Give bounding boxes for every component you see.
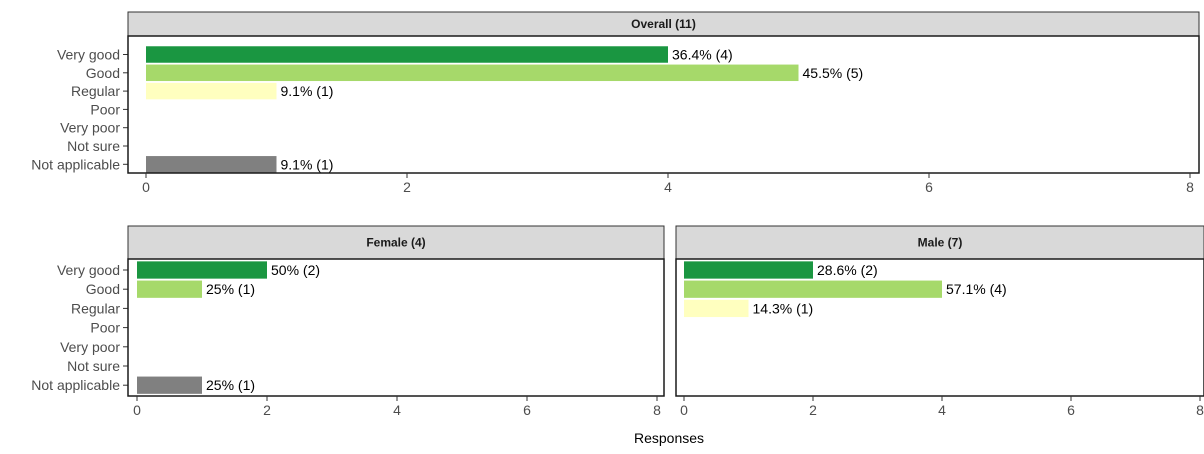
x-tick-label: 0 [680,402,688,418]
panel-strip [675,225,1204,260]
bar-regular [684,299,749,318]
x-axis-title: Responses [634,430,704,446]
x-tick-label: 8 [1196,402,1204,418]
x-tick-label: 0 [133,402,141,418]
bar-good [684,280,942,298]
panel-title: Overall (11) [631,17,696,31]
bar-very-good [684,261,813,279]
data-label: 14.3% (1) [753,300,814,316]
data-label: 28.6% (2) [817,262,878,278]
chart-panel-2: Male (7) 28.6% (2) 57.1% (4) 14.3% (1) 0 2 4 6 8 [675,225,1204,418]
panel-border [127,35,1200,174]
x-tick-label: 8 [653,402,661,418]
y-tick-label: Very poor [60,339,120,355]
chart-panel-0: Overall (11) 36.4% (4) Very good 45.5% (5) G… [31,11,1200,195]
y-tick-label: Good [86,281,120,297]
bar-very-good [146,46,668,63]
panel-border [675,258,1204,397]
x-tick-label: 0 [142,179,150,195]
x-tick-label: 4 [393,402,401,418]
x-tick-label: 4 [664,179,672,195]
y-tick-label: Regular [71,300,120,316]
y-tick-label: Not applicable [31,377,120,393]
y-tick-label: Regular [71,83,120,99]
y-tick-label: Not sure [67,358,120,374]
data-label: 57.1% (4) [946,281,1007,297]
data-label: 36.4% (4) [672,47,733,63]
y-tick-label: Very poor [60,120,120,136]
panel-strip [127,225,665,260]
bar-not-applicable [137,376,202,394]
x-tick-label: 2 [809,402,817,418]
y-tick-label: Poor [90,320,120,336]
panel-background [128,259,664,396]
y-tick-label: Very good [57,47,120,63]
y-tick-label: Very good [57,262,120,278]
data-label: 25% (1) [206,377,255,393]
bar-good [137,280,202,298]
data-label: 25% (1) [206,281,255,297]
y-tick-label: Poor [90,101,120,117]
data-label: 45.5% (5) [803,65,864,81]
panel-border [127,258,665,397]
x-tick-label: 2 [263,402,271,418]
bar-regular [146,82,277,100]
chart-panel-1: Female (4) 50% (2) Very good 25% (1) Good Reg… [31,225,665,418]
panel-background [676,259,1204,396]
y-tick-label: Not applicable [31,156,120,172]
x-tick-label: 2 [403,179,411,195]
bar-good [146,64,799,82]
panel-title: Female (4) [366,236,425,250]
x-tick-label: 6 [1067,402,1075,418]
x-tick-label: 6 [523,402,531,418]
bar-not-applicable [146,156,277,173]
y-tick-label: Not sure [67,138,120,154]
data-label: 9.1% (1) [281,156,334,172]
x-tick-label: 8 [1186,179,1194,195]
bar-very-good [137,261,267,279]
x-tick-label: 4 [938,402,946,418]
x-tick-label: 6 [925,179,933,195]
data-label: 9.1% (1) [281,83,334,99]
data-label: 50% (2) [271,262,320,278]
panel-strip [127,11,1200,37]
y-tick-label: Good [86,65,120,81]
panel-title: Male (7) [918,236,963,250]
